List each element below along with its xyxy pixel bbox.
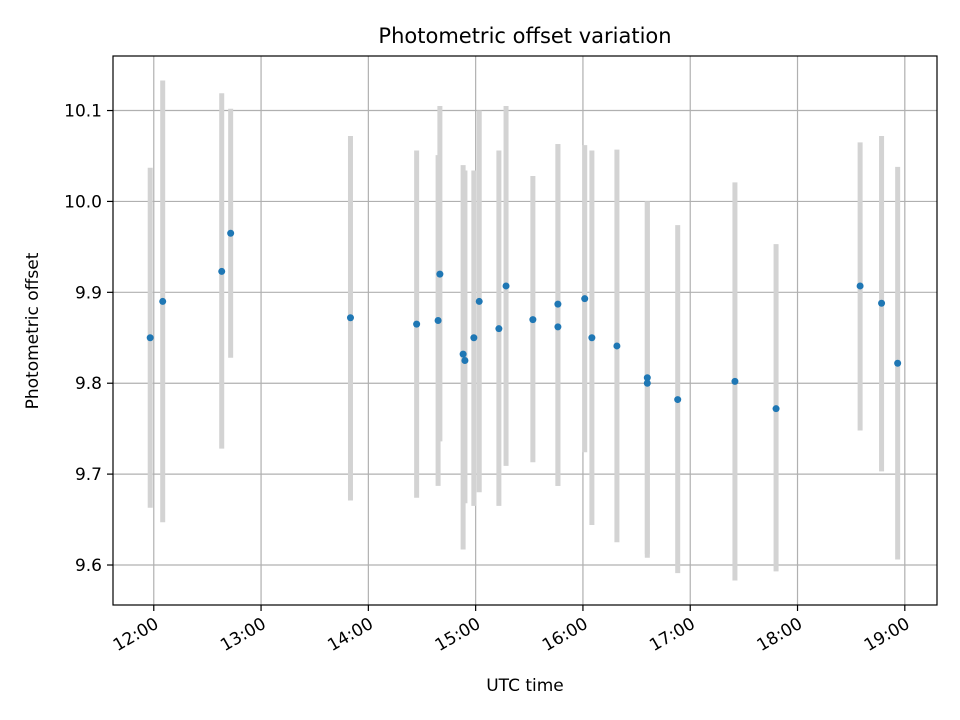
data-point bbox=[554, 323, 562, 331]
data-point bbox=[643, 379, 651, 387]
data-point bbox=[554, 300, 562, 308]
data-point bbox=[470, 334, 478, 342]
x-tick-label: 12:00 bbox=[110, 614, 162, 656]
data-point bbox=[894, 359, 902, 367]
data-point bbox=[613, 342, 621, 350]
data-point bbox=[475, 297, 483, 305]
error-bars bbox=[147, 80, 901, 581]
data-point bbox=[772, 405, 780, 413]
data-point bbox=[218, 267, 226, 275]
data-point bbox=[731, 377, 739, 385]
grid bbox=[113, 56, 937, 605]
data-point bbox=[434, 317, 442, 325]
x-tick-label: 13:00 bbox=[217, 614, 269, 656]
x-axis-label: UTC time bbox=[486, 676, 564, 696]
data-point bbox=[436, 270, 444, 278]
y-tick-label: 9.9 bbox=[75, 283, 102, 303]
y-tick-label: 10.1 bbox=[64, 102, 102, 122]
data-point bbox=[461, 356, 469, 364]
data-point bbox=[588, 334, 596, 342]
axis-ticks: 12:00 13:00 14:00 15:00 16:00 17:00 18:00 19:00… bbox=[64, 102, 913, 656]
data-point bbox=[674, 396, 682, 404]
data-point bbox=[495, 325, 503, 333]
data-point bbox=[529, 316, 537, 324]
y-axis-label: Photometric offset bbox=[23, 252, 43, 409]
data-point bbox=[459, 350, 467, 358]
data-point bbox=[346, 314, 354, 322]
y-tick-label: 9.7 bbox=[75, 465, 102, 485]
data-points bbox=[146, 229, 902, 413]
data-point bbox=[581, 295, 589, 303]
x-tick-label: 15:00 bbox=[432, 614, 484, 656]
y-tick-label: 10.0 bbox=[64, 192, 102, 212]
chart-title: Photometric offset variation bbox=[378, 24, 671, 48]
x-tick-label: 18:00 bbox=[754, 614, 806, 656]
y-tick-label: 9.6 bbox=[75, 556, 102, 576]
data-point bbox=[227, 229, 235, 237]
data-point bbox=[502, 282, 510, 290]
data-point bbox=[878, 299, 886, 307]
data-point bbox=[856, 282, 864, 290]
data-point bbox=[413, 320, 421, 328]
x-tick-label: 19:00 bbox=[861, 614, 913, 656]
x-tick-label: 16:00 bbox=[539, 614, 591, 656]
plot-frame bbox=[112, 55, 938, 606]
x-tick-label: 14:00 bbox=[324, 614, 376, 656]
x-tick-label: 17:00 bbox=[646, 614, 698, 656]
data-point bbox=[159, 297, 167, 305]
y-tick-label: 9.8 bbox=[75, 374, 102, 394]
data-point bbox=[146, 334, 154, 342]
data-point bbox=[643, 374, 651, 382]
